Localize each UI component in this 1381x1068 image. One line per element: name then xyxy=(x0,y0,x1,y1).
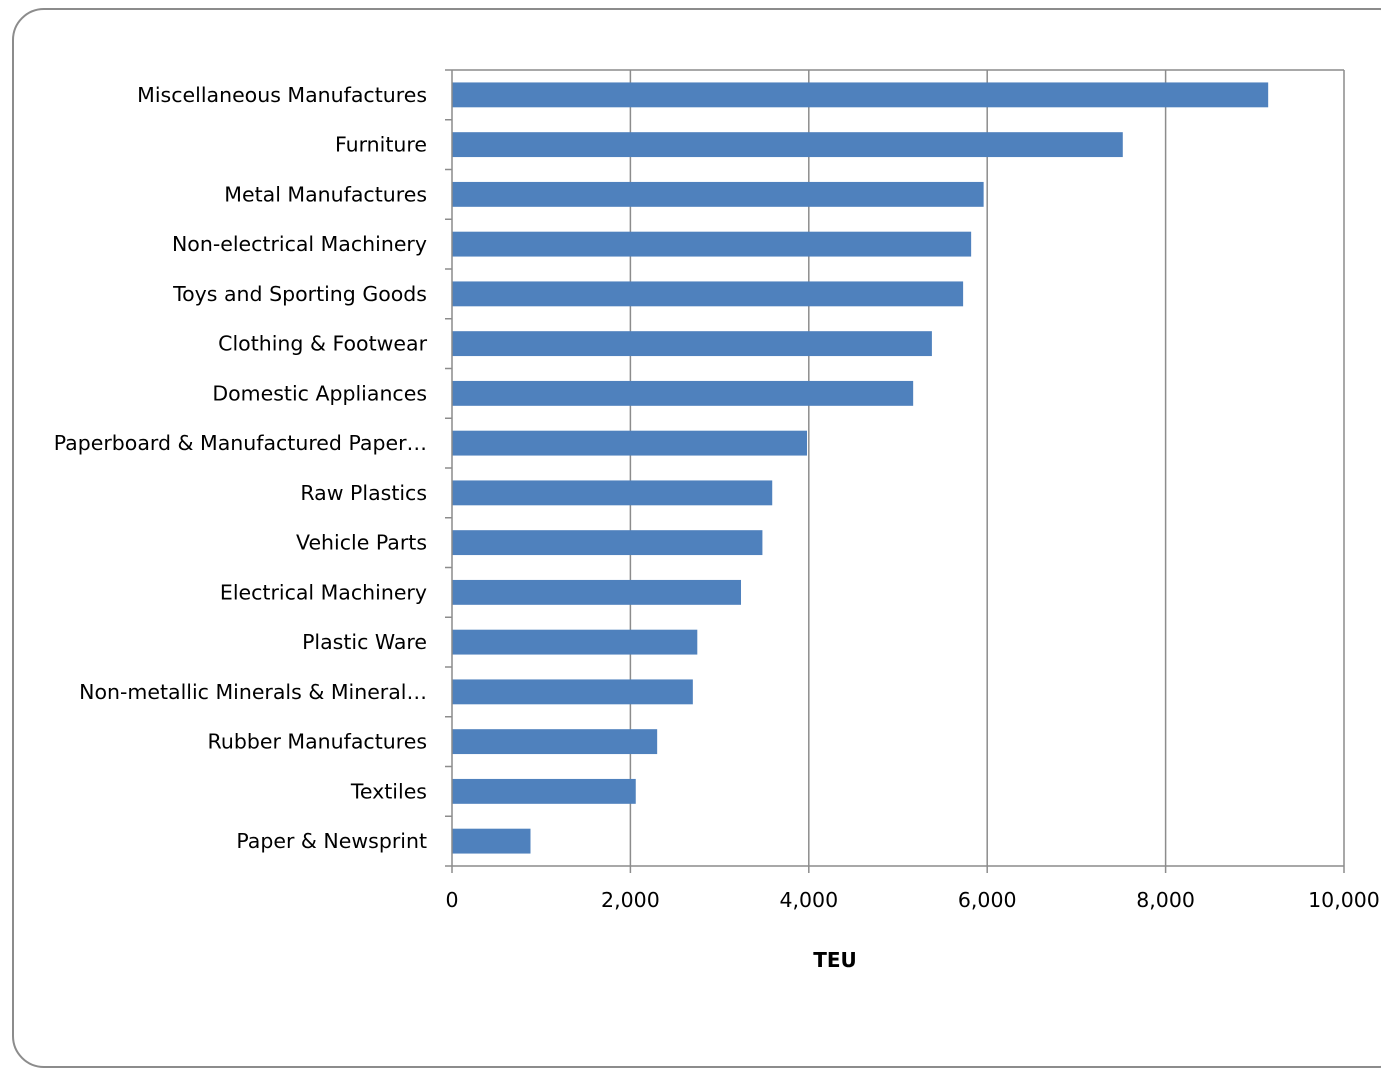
x-tick-label: 0 xyxy=(445,888,458,912)
x-tick-labels: 0 2,000 4,000 6,000 8,000 10,000 xyxy=(445,888,1379,912)
bar xyxy=(452,430,808,456)
x-tick-label: 8,000 xyxy=(1136,888,1195,912)
bar xyxy=(452,778,636,804)
category-label: Miscellaneous Manufactures xyxy=(137,83,427,107)
category-label: Domestic Appliances xyxy=(212,381,427,405)
x-tick-label: 2,000 xyxy=(601,888,660,912)
category-label: Toys and Sporting Goods xyxy=(172,282,427,306)
bar xyxy=(452,629,698,655)
bar xyxy=(452,181,984,207)
bar xyxy=(452,530,763,556)
category-label: Clothing & Footwear xyxy=(218,332,427,356)
category-label: Plastic Ware xyxy=(302,630,427,654)
category-label: Electrical Machinery xyxy=(220,580,427,604)
category-label: Paperboard & Manufactured Paper… xyxy=(54,431,427,455)
category-labels: Miscellaneous Manufactures Furniture Metal… xyxy=(54,83,428,853)
category-label: Furniture xyxy=(335,133,427,157)
bar xyxy=(452,679,693,705)
axes xyxy=(445,69,1345,873)
x-tick-label: 10,000 xyxy=(1308,888,1380,912)
bar xyxy=(452,380,914,406)
category-label: Vehicle Parts xyxy=(296,531,427,555)
x-tick-label: 4,000 xyxy=(779,888,838,912)
x-tick-label: 6,000 xyxy=(958,888,1017,912)
bar xyxy=(452,82,1269,108)
category-label: Non-metallic Minerals & Mineral… xyxy=(79,680,427,704)
bar xyxy=(452,828,531,854)
bar xyxy=(452,480,773,506)
bar xyxy=(452,231,972,257)
category-label: Metal Manufactures xyxy=(224,182,427,206)
bar xyxy=(452,331,932,357)
category-label: Non-electrical Machinery xyxy=(172,232,427,256)
category-label: Raw Plastics xyxy=(300,481,427,505)
x-axis-title: TEU xyxy=(813,948,857,972)
bar xyxy=(452,132,1123,158)
bar xyxy=(452,729,658,755)
bar xyxy=(452,281,964,307)
bar xyxy=(452,579,742,605)
category-label: Paper & Newsprint xyxy=(236,829,427,853)
category-label: Rubber Manufactures xyxy=(208,730,427,754)
category-label: Textiles xyxy=(350,779,427,803)
bars xyxy=(452,82,1269,854)
bar-chart: Miscellaneous Manufactures Furniture Metal… xyxy=(54,69,1380,972)
